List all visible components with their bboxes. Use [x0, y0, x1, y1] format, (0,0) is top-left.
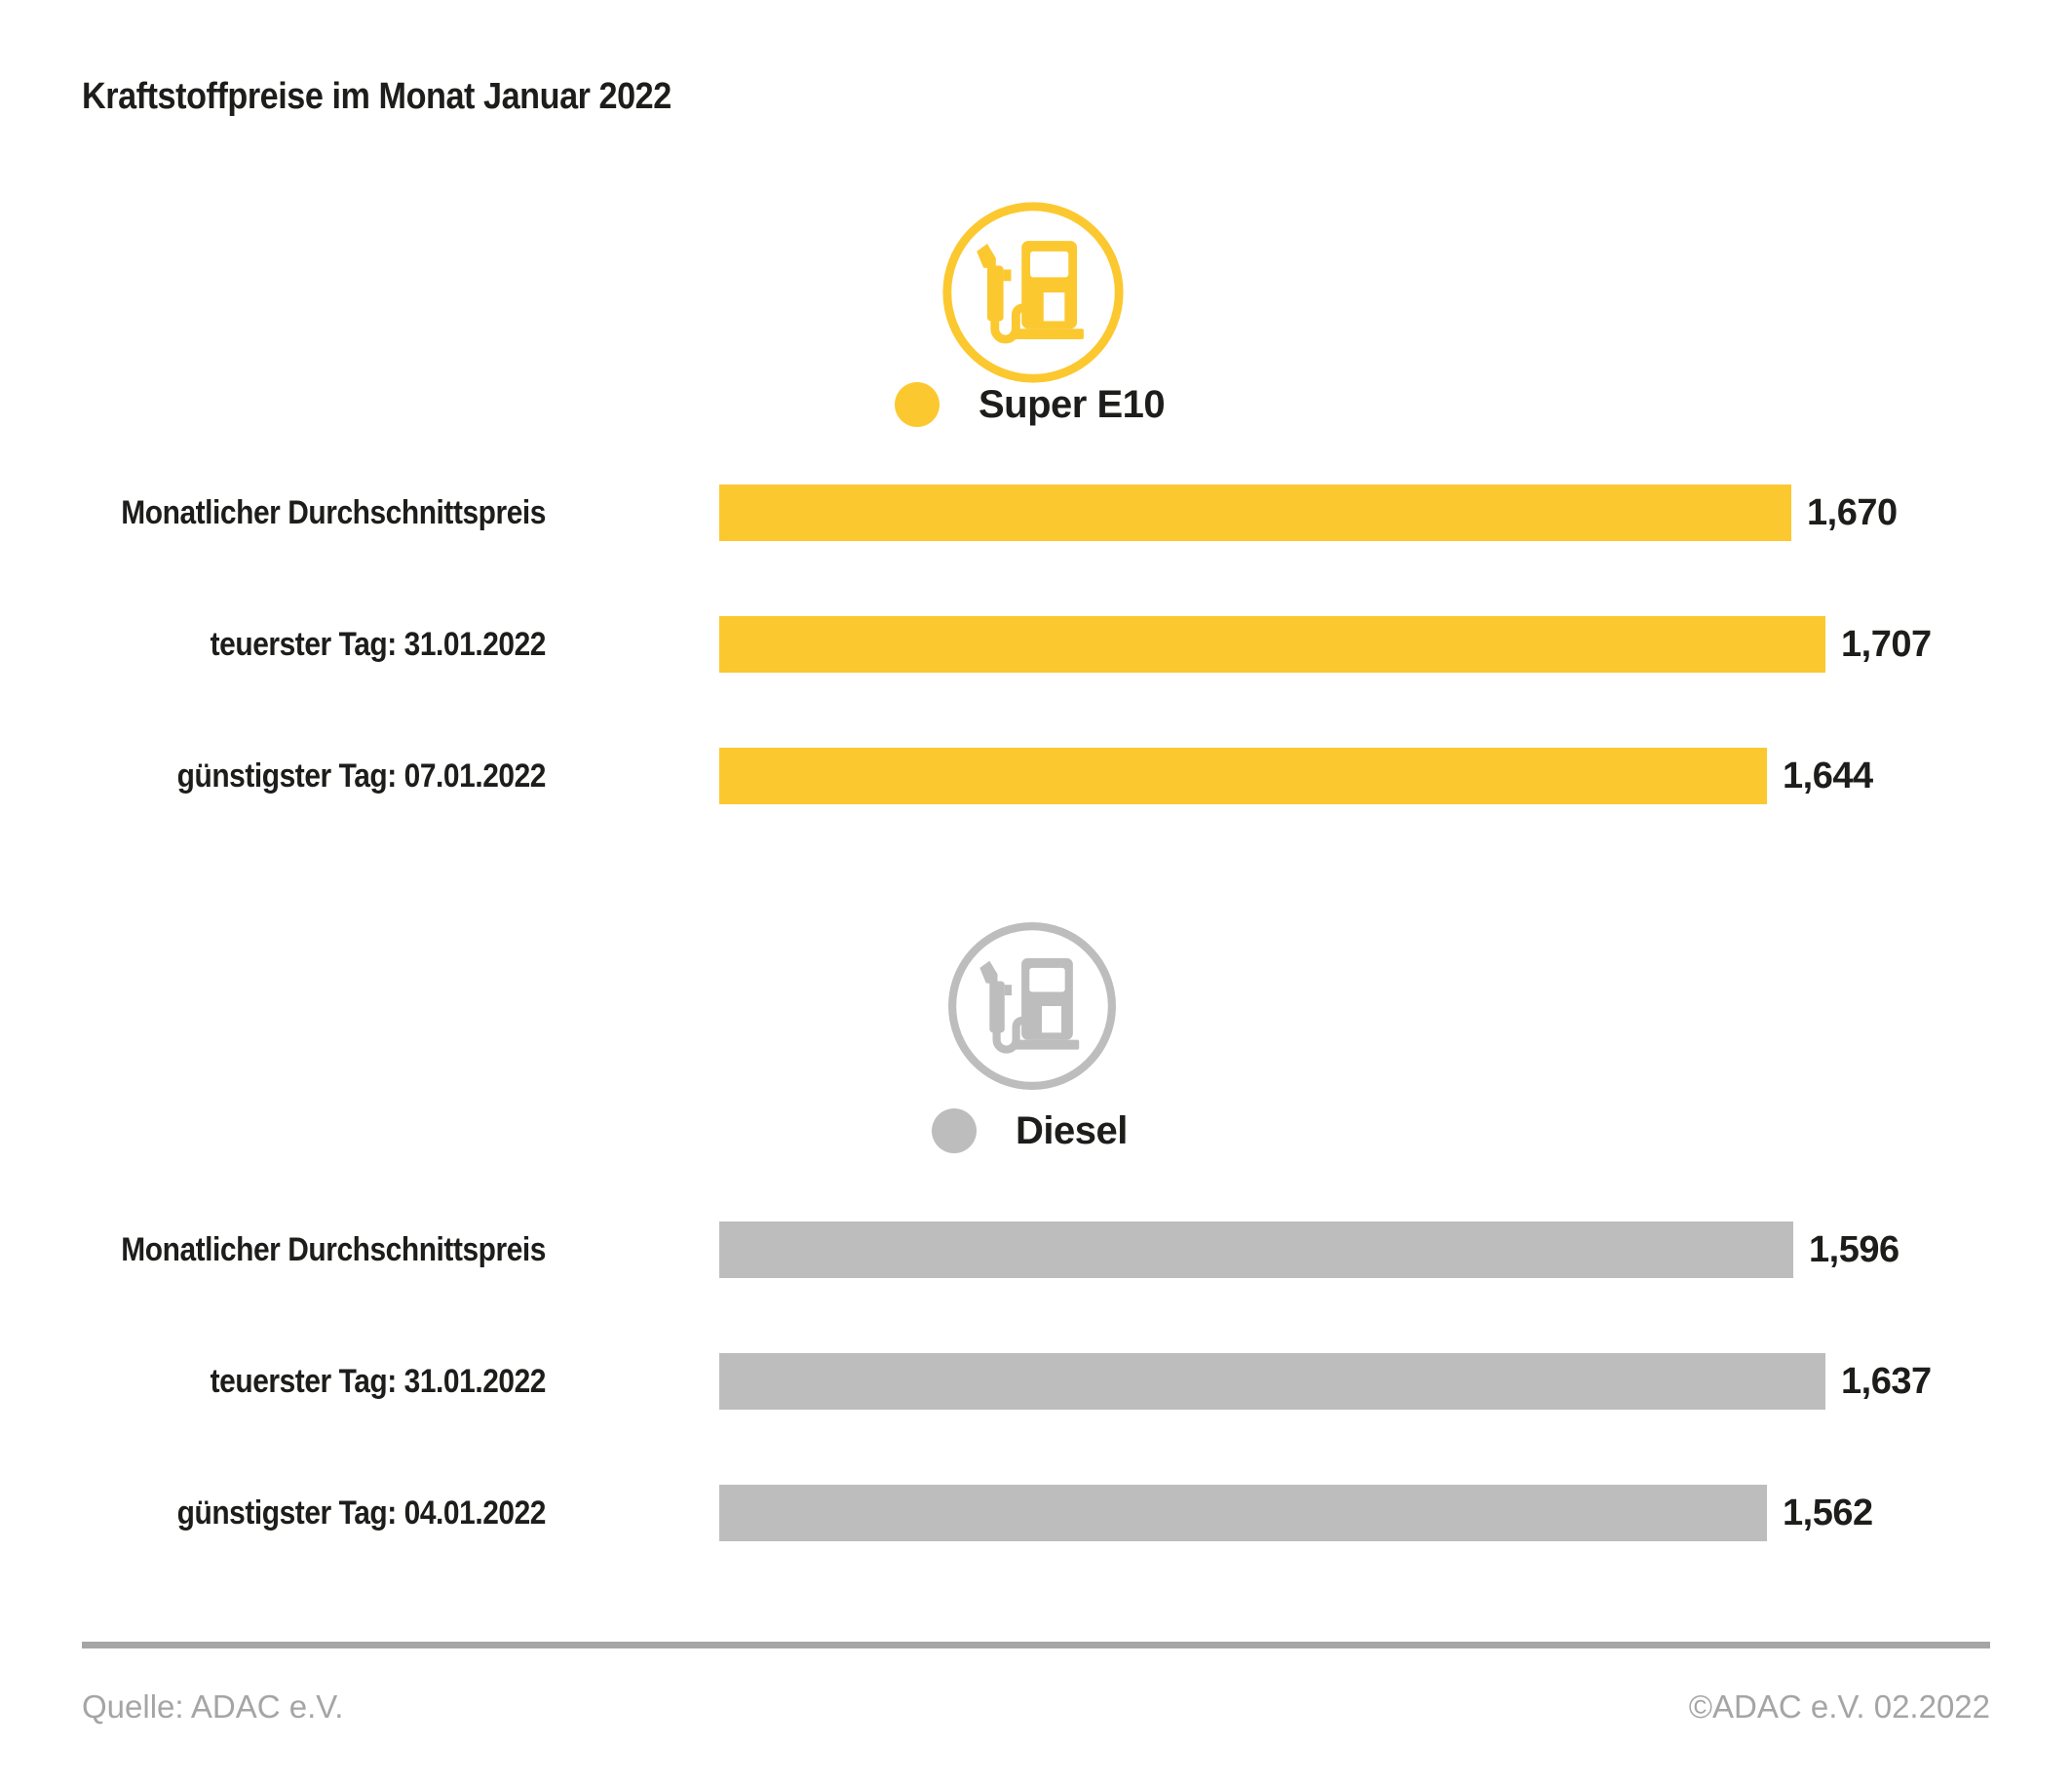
- bar: [719, 1485, 1767, 1541]
- bar-row: günstigster Tag: 07.01.2022 1,644: [0, 748, 2072, 804]
- bar-row: Monatlicher Durchschnittspreis 1,670: [0, 485, 2072, 541]
- bar-value: 1,670: [1807, 492, 1898, 533]
- bar-label: teuerster Tag: 31.01.2022: [210, 1363, 547, 1400]
- bar-label: teuerster Tag: 31.01.2022: [210, 626, 547, 663]
- bar-label: Monatlicher Durchschnittspreis: [121, 494, 546, 531]
- legend-label: Super E10: [978, 382, 1166, 426]
- super-e10-pump-icon: [938, 197, 1129, 388]
- bar-value: 1,637: [1841, 1361, 1932, 1402]
- footer-divider: [82, 1642, 1990, 1648]
- bar: [719, 616, 1825, 673]
- bar-value: 1,596: [1809, 1229, 1899, 1270]
- fuel-pump-icon: [938, 197, 1129, 388]
- bar-label: Monatlicher Durchschnittspreis: [121, 1231, 546, 1268]
- legend-diesel: Diesel: [932, 1108, 1128, 1153]
- bar: [719, 485, 1791, 541]
- bar-row: günstigster Tag: 04.01.2022 1,562: [0, 1485, 2072, 1541]
- bar-label: günstigster Tag: 04.01.2022: [176, 1494, 547, 1532]
- bar-row: teuerster Tag: 31.01.2022 1,707: [0, 616, 2072, 673]
- bar-value: 1,562: [1783, 1493, 1873, 1533]
- diesel-pump-icon: [943, 917, 1121, 1095]
- bar-row: Monatlicher Durchschnittspreis 1,596: [0, 1222, 2072, 1278]
- bar-label: günstigster Tag: 07.01.2022: [176, 757, 547, 795]
- copyright-text: ©ADAC e.V. 02.2022: [1688, 1688, 1990, 1725]
- legend-dot-icon: [895, 382, 940, 427]
- legend-dot-icon: [932, 1108, 977, 1153]
- legend-super-e10: Super E10: [895, 382, 1166, 427]
- fuel-pump-icon: [943, 917, 1121, 1095]
- bar: [719, 1222, 1793, 1278]
- bar-value: 1,707: [1841, 624, 1932, 665]
- bar-row: teuerster Tag: 31.01.2022 1,637: [0, 1353, 2072, 1410]
- page-title: Kraftstoffpreise im Monat Januar 2022: [82, 76, 671, 117]
- bar-value: 1,644: [1783, 756, 1873, 796]
- source-text: Quelle: ADAC e.V.: [82, 1688, 344, 1725]
- legend-label: Diesel: [1016, 1108, 1128, 1152]
- bar: [719, 1353, 1825, 1410]
- bar: [719, 748, 1767, 804]
